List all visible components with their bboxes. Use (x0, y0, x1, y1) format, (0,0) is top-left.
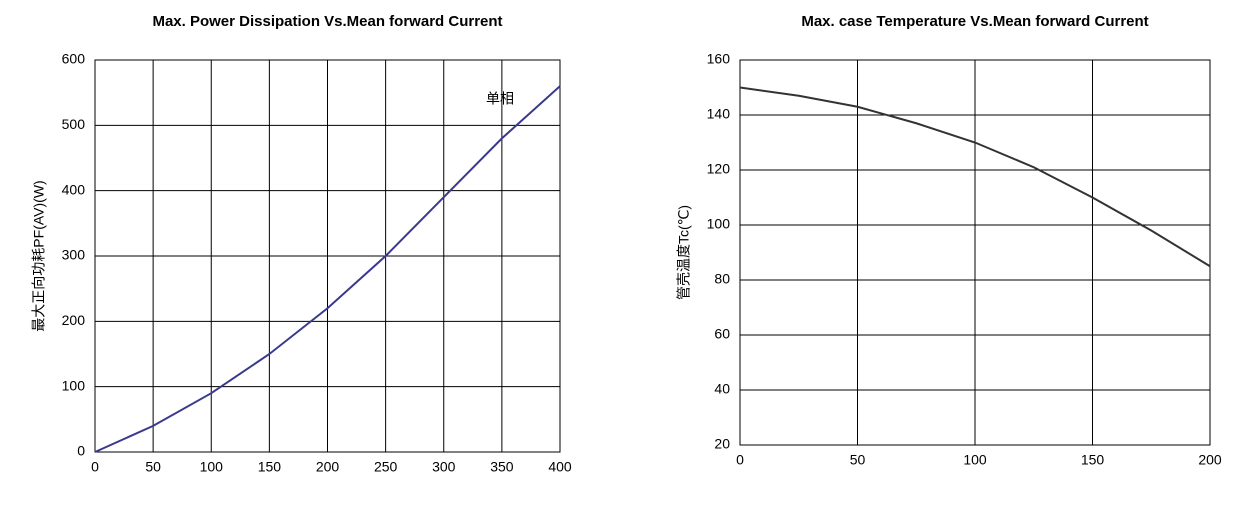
y-tick-label: 160 (707, 51, 731, 67)
x-tick-label: 200 (316, 459, 340, 475)
y-tick-label: 40 (714, 381, 730, 397)
data-line (94, 85, 561, 453)
annotation: 单相 (486, 91, 514, 107)
x-tick-label: 200 (1198, 452, 1222, 468)
y-axis-label: 管壳温度Tc(℃) (676, 205, 692, 300)
y-tick-label: 500 (62, 116, 86, 132)
y-tick-label: 80 (714, 271, 730, 287)
y-tick-label: 140 (707, 106, 731, 122)
y-tick-label: 100 (62, 377, 86, 393)
y-tick-label: 200 (62, 312, 86, 328)
x-tick-label: 150 (258, 459, 282, 475)
x-tick-label: 400 (548, 459, 572, 475)
y-tick-label: 60 (714, 326, 730, 342)
x-tick-label: 300 (432, 459, 456, 475)
x-tick-label: 150 (1081, 452, 1105, 468)
y-tick-label: 300 (62, 247, 86, 263)
x-tick-label: 100 (200, 459, 224, 475)
y-tick-label: 20 (714, 436, 730, 452)
chart-title: Max. case Temperature Vs.Mean forward Cu… (801, 13, 1148, 30)
data-line (739, 86, 1211, 268)
y-tick-label: 600 (62, 51, 86, 67)
x-tick-label: 100 (963, 452, 987, 468)
y-tick-label: 120 (707, 161, 731, 177)
x-tick-label: 0 (736, 452, 744, 468)
x-tick-label: 50 (850, 452, 866, 468)
y-tick-label: 0 (77, 443, 85, 459)
chart-title: Max. Power Dissipation Vs.Mean forward C… (152, 13, 502, 30)
x-tick-label: 50 (145, 459, 161, 475)
x-tick-label: 250 (374, 459, 398, 475)
y-tick-label: 400 (62, 181, 86, 197)
x-tick-label: 350 (490, 459, 514, 475)
x-tick-label: 0 (91, 459, 99, 475)
y-axis-label: 最大正向功耗PF(AV)(W) (31, 180, 47, 331)
y-tick-label: 100 (707, 216, 731, 232)
